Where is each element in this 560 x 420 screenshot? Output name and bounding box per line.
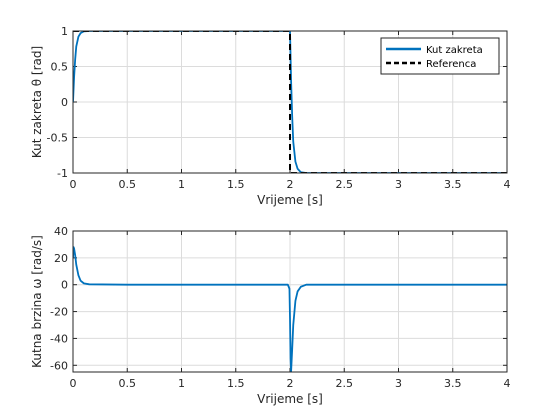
legend: Kut zakreta Referenca [380, 37, 500, 75]
y-axis-label: Kut zakreta θ [rad] [30, 46, 44, 158]
y-tick-label: 20 [54, 252, 68, 265]
legend-entry-label: Kut zakreta [426, 45, 483, 56]
plot-frame [72, 30, 508, 174]
x-tick-label: 1.5 [227, 178, 245, 191]
y-tick-label: -1 [57, 167, 68, 180]
x-tick-label: 3.5 [444, 377, 462, 390]
x-tick-label: 3 [395, 178, 402, 191]
angular-velocity-chart: 0 0.5 1 1.5 2 2.5 3 3.5 4 40 20 0 -20 -40 -60 Vrijeme [… [30, 225, 511, 406]
x-tick-label: 2 [287, 377, 294, 390]
x-tick-label: 1.5 [227, 377, 245, 390]
x-tick-label: 0 [70, 178, 77, 191]
y-axis-label: Kutna brzina ω [rad/s] [30, 235, 44, 368]
y-tick-label: -20 [50, 306, 68, 319]
x-tick-label: 0.5 [119, 377, 137, 390]
x-tick-label: 0.5 [119, 178, 137, 191]
x-tick-label: 2 [287, 178, 294, 191]
x-tick-label: 1 [178, 178, 185, 191]
y-tick-label: -40 [50, 332, 68, 345]
x-tick-label: 3.5 [444, 178, 462, 191]
series-line-0 [73, 31, 507, 173]
legend-box [380, 37, 500, 75]
plot-frame [72, 230, 508, 373]
x-tick-label: 0 [70, 377, 77, 390]
y-tick-label: -0.5 [47, 132, 68, 145]
x-tick-label: 3 [395, 377, 402, 390]
x-axis-label: Vrijeme [s] [257, 392, 323, 406]
x-tick-label: 2.5 [336, 178, 354, 191]
x-axis-label: Vrijeme [s] [257, 193, 323, 207]
x-tick-label: 2.5 [336, 377, 354, 390]
x-tick-label: 4 [504, 178, 511, 191]
y-tick-label: 0.5 [51, 61, 69, 74]
y-tick-label: 1 [61, 25, 68, 38]
angle-chart: 0 0.5 1 1.5 2 2.5 3 3.5 4 1 0.5 0 -0.5 -1 Vrijeme [s] K… [30, 25, 511, 207]
y-tick-label: 40 [54, 225, 68, 238]
x-tick-label: 1 [178, 377, 185, 390]
legend-entry-label: Referenca [426, 59, 476, 70]
y-tick-label: 0 [61, 96, 68, 109]
y-tick-label: 0 [61, 279, 68, 292]
x-tick-label: 4 [504, 377, 511, 390]
y-tick-label: -60 [50, 359, 68, 372]
series-line-0 [73, 246, 507, 372]
